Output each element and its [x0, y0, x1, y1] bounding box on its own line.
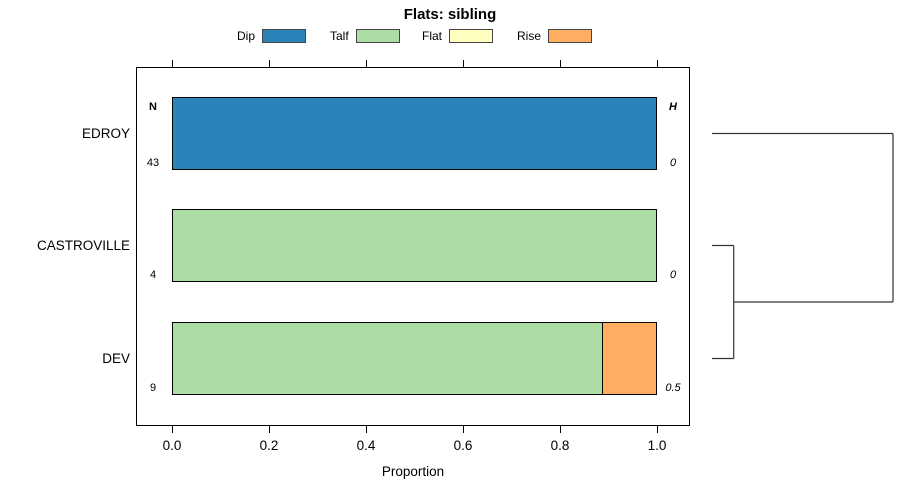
legend-label: Rise: [517, 29, 542, 43]
row-label: CASTROVILLE: [36, 237, 130, 253]
x-tick-label: 0.6: [453, 438, 473, 453]
n-value: 43: [146, 157, 160, 169]
h-column-header: H: [669, 101, 677, 113]
bar: [172, 322, 657, 395]
n-value: 4: [149, 269, 157, 281]
legend-item-rise: Rise: [517, 27, 593, 45]
x-tick-bottom: [463, 426, 464, 433]
legend-label: Talf: [330, 29, 349, 43]
x-tick-top: [463, 60, 464, 67]
legend-label: Flat: [422, 29, 443, 43]
x-tick-top: [657, 60, 658, 67]
bar-segment-talf: [173, 323, 603, 394]
bar: [172, 97, 657, 170]
legend-swatch: [355, 29, 400, 43]
x-tick-label: 1.0: [647, 438, 667, 453]
bar-segment-dip: [173, 98, 656, 169]
x-tick-label: 0.4: [356, 438, 376, 453]
chart-title: Flats: sibling: [403, 6, 497, 23]
h-value: 0: [669, 157, 677, 169]
h-value: 0.5: [665, 382, 681, 394]
bar-segment-rise: [602, 323, 656, 394]
bar: [172, 209, 657, 282]
x-tick-label: 0.0: [162, 438, 182, 453]
x-tick-label: 0.2: [259, 438, 279, 453]
legend-item-talf: Talf: [330, 27, 400, 45]
x-tick-bottom: [560, 426, 561, 433]
x-tick-label: 0.8: [550, 438, 570, 453]
x-tick-top: [366, 60, 367, 67]
row-label: DEV: [102, 350, 130, 366]
x-tick-top: [269, 60, 270, 67]
legend-swatch: [548, 29, 593, 43]
legend-swatch: [449, 29, 494, 43]
x-tick-bottom: [366, 426, 367, 433]
x-tick-bottom: [269, 426, 270, 433]
row-label: EDROY: [81, 125, 130, 141]
x-tick-top: [172, 60, 173, 67]
legend-swatch: [262, 29, 307, 43]
x-tick-top: [560, 60, 561, 67]
x-tick-bottom: [172, 426, 173, 433]
legend-label: Dip: [237, 29, 256, 43]
legend-item-flat: Flat: [422, 27, 494, 45]
n-column-header: N: [149, 101, 157, 113]
legend: Dip Talf Flat Rise: [0, 27, 900, 45]
bar-segment-talf: [173, 210, 656, 281]
h-value: 0: [669, 269, 677, 281]
x-tick-bottom: [657, 426, 658, 433]
legend-item-dip: Dip: [237, 27, 307, 45]
x-axis-label: Proportion: [381, 464, 445, 479]
n-value: 9: [149, 382, 157, 394]
